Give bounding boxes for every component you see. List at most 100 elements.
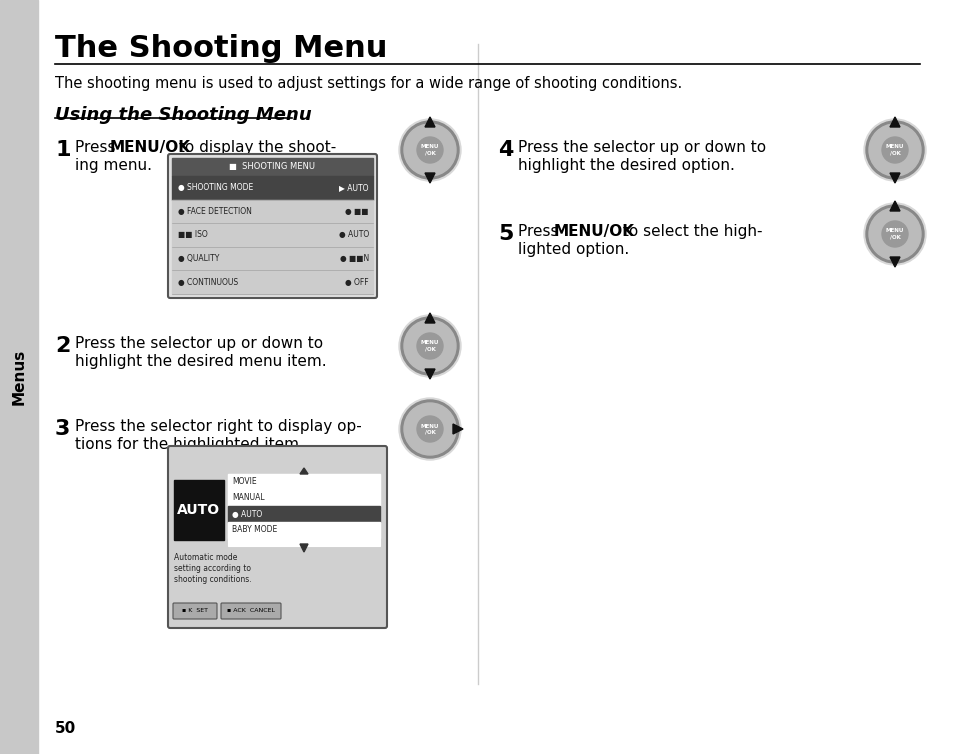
Text: MENU: MENU — [420, 424, 438, 428]
Circle shape — [416, 416, 442, 442]
Text: Automatic mode: Automatic mode — [173, 553, 237, 562]
Circle shape — [400, 121, 458, 179]
Bar — [173, 480, 224, 540]
Text: MENU/OK: MENU/OK — [554, 224, 635, 239]
FancyBboxPatch shape — [221, 603, 281, 619]
Polygon shape — [889, 257, 899, 267]
Text: MENU/OK: MENU/OK — [110, 140, 191, 155]
Bar — [228, 522, 379, 538]
Polygon shape — [889, 117, 899, 127]
Text: lighted option.: lighted option. — [517, 242, 629, 257]
Polygon shape — [299, 468, 308, 474]
Text: to select the high-: to select the high- — [618, 224, 761, 239]
Text: 50: 50 — [55, 721, 76, 736]
Circle shape — [868, 124, 920, 176]
Text: ▪ ACK  CANCEL: ▪ ACK CANCEL — [227, 608, 274, 614]
Polygon shape — [424, 369, 435, 379]
Polygon shape — [424, 313, 435, 323]
Circle shape — [398, 315, 460, 377]
Text: shooting conditions.: shooting conditions. — [173, 575, 252, 584]
Polygon shape — [299, 544, 308, 552]
Circle shape — [863, 203, 925, 265]
FancyBboxPatch shape — [168, 446, 387, 628]
Circle shape — [398, 119, 460, 181]
Bar — [172, 176, 373, 200]
Text: The shooting menu is used to adjust settings for a wide range of shooting condit: The shooting menu is used to adjust sett… — [55, 76, 681, 91]
Text: ● ■■N: ● ■■N — [339, 254, 369, 263]
Text: Press the selector right to display op-: Press the selector right to display op- — [75, 419, 361, 434]
Text: to display the shoot-: to display the shoot- — [173, 140, 335, 155]
Text: MENU: MENU — [420, 145, 438, 149]
Circle shape — [865, 205, 923, 263]
FancyBboxPatch shape — [172, 603, 216, 619]
Text: ing menu.: ing menu. — [75, 158, 152, 173]
Text: ● FACE DETECTION: ● FACE DETECTION — [178, 207, 252, 216]
Text: 4: 4 — [497, 140, 513, 160]
Text: ● ■■: ● ■■ — [345, 207, 369, 216]
Circle shape — [865, 121, 923, 179]
Bar — [172, 223, 373, 247]
Text: /OK: /OK — [424, 430, 435, 434]
Polygon shape — [424, 117, 435, 127]
Polygon shape — [424, 173, 435, 183]
Circle shape — [882, 137, 907, 163]
Text: 3: 3 — [55, 419, 71, 439]
Text: AUTO: AUTO — [177, 503, 220, 517]
Circle shape — [403, 320, 456, 372]
Text: Press the selector up or down to: Press the selector up or down to — [75, 336, 323, 351]
Circle shape — [400, 400, 458, 458]
Text: 2: 2 — [55, 336, 71, 356]
Polygon shape — [889, 173, 899, 183]
Text: tions for the highlighted item.: tions for the highlighted item. — [75, 437, 304, 452]
Text: ■■ ISO: ■■ ISO — [178, 231, 208, 240]
Text: Press: Press — [75, 140, 120, 155]
Bar — [172, 200, 373, 223]
Text: MENU: MENU — [885, 145, 903, 149]
Text: Using the Shooting Menu: Using the Shooting Menu — [55, 106, 312, 124]
Text: MANUAL: MANUAL — [232, 494, 264, 502]
Text: ● QUALITY: ● QUALITY — [178, 254, 219, 263]
Text: /OK: /OK — [424, 347, 435, 351]
Text: ▶ AUTO: ▶ AUTO — [339, 183, 369, 192]
Text: setting according to: setting according to — [173, 564, 251, 573]
Text: Press: Press — [517, 224, 563, 239]
Text: ■  SHOOTING MENU: ■ SHOOTING MENU — [230, 163, 315, 171]
Circle shape — [400, 317, 458, 375]
Text: The Shooting Menu: The Shooting Menu — [55, 34, 387, 63]
Circle shape — [868, 208, 920, 260]
Circle shape — [863, 119, 925, 181]
Text: 1: 1 — [55, 140, 71, 160]
Bar — [228, 474, 379, 546]
Circle shape — [403, 403, 456, 455]
Text: 5: 5 — [497, 224, 513, 244]
Text: Press the selector up or down to: Press the selector up or down to — [517, 140, 765, 155]
Text: ● SHOOTING MODE: ● SHOOTING MODE — [178, 183, 253, 192]
Text: highlight the desired menu item.: highlight the desired menu item. — [75, 354, 326, 369]
Text: Menus: Menus — [11, 349, 27, 405]
Bar — [0, 0, 38, 754]
Circle shape — [882, 221, 907, 247]
Text: ● CONTINUOUS: ● CONTINUOUS — [178, 277, 238, 287]
Text: /OK: /OK — [888, 151, 900, 155]
Circle shape — [398, 398, 460, 460]
Bar — [172, 158, 373, 176]
Text: MENU: MENU — [885, 228, 903, 234]
Bar — [228, 474, 379, 490]
Text: BABY MODE: BABY MODE — [232, 526, 277, 535]
Text: MENU: MENU — [420, 341, 438, 345]
Text: /OK: /OK — [888, 234, 900, 240]
Bar — [228, 490, 379, 506]
Bar — [172, 271, 373, 294]
Text: ▪ K  SET: ▪ K SET — [182, 608, 208, 614]
Text: MOVIE: MOVIE — [232, 477, 256, 486]
Text: ● AUTO: ● AUTO — [338, 231, 369, 240]
Circle shape — [416, 137, 442, 163]
Polygon shape — [453, 424, 462, 434]
Polygon shape — [889, 201, 899, 211]
Bar — [228, 506, 379, 522]
Text: ● OFF: ● OFF — [345, 277, 369, 287]
Text: highlight the desired option.: highlight the desired option. — [517, 158, 734, 173]
Circle shape — [403, 124, 456, 176]
FancyBboxPatch shape — [168, 154, 376, 298]
Text: /OK: /OK — [424, 151, 435, 155]
